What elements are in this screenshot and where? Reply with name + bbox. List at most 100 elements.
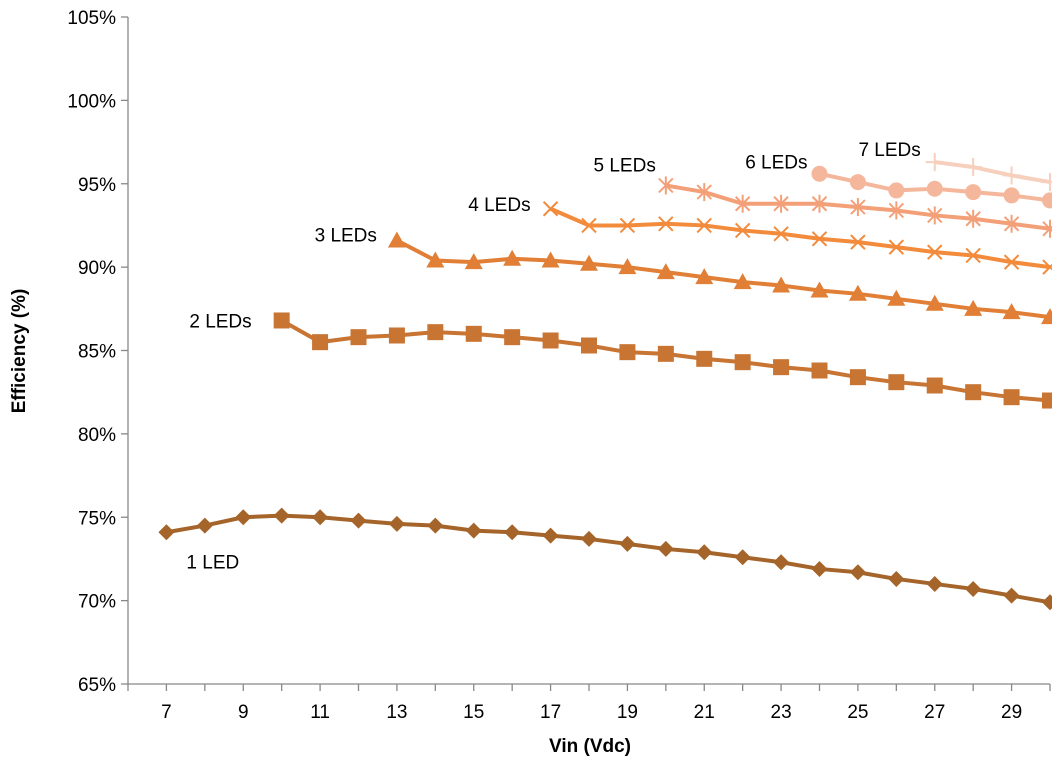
data-point <box>773 194 789 213</box>
data-point <box>1042 259 1052 275</box>
data-point <box>350 512 367 529</box>
data-point-stroke <box>927 244 943 260</box>
x-tick-label: 13 <box>386 702 407 723</box>
data-point <box>657 345 674 362</box>
data-point-stroke <box>542 201 559 217</box>
data-point <box>734 354 751 371</box>
data-point <box>465 325 482 342</box>
data-point <box>542 527 559 544</box>
data-point-stroke <box>619 217 636 234</box>
series-line <box>549 206 1051 270</box>
data-point <box>811 194 828 213</box>
series-line <box>395 238 1051 320</box>
data-point <box>618 258 637 275</box>
data-point <box>965 184 982 201</box>
data-point <box>580 254 598 271</box>
data-point <box>312 334 329 351</box>
data-point <box>925 294 944 311</box>
x-tick-label: 9 <box>238 702 249 723</box>
data-point <box>888 182 905 199</box>
data-point <box>965 209 981 228</box>
x-tick-label: 27 <box>924 702 945 723</box>
data-point <box>504 329 521 346</box>
data-point <box>504 524 521 541</box>
series-2 <box>273 312 1052 409</box>
data-point <box>926 575 943 592</box>
data-point <box>888 570 905 587</box>
series-7 <box>925 153 1052 192</box>
data-point <box>773 226 789 242</box>
data-point-stroke <box>1003 254 1020 270</box>
data-point <box>696 544 713 561</box>
data-point <box>811 362 828 379</box>
data-point <box>1003 187 1020 204</box>
data-point <box>619 344 636 361</box>
data-point <box>388 327 405 344</box>
data-point-stroke <box>734 222 751 239</box>
data-point <box>387 231 406 248</box>
data-point-stroke <box>696 217 712 234</box>
data-point <box>1003 214 1020 233</box>
data-point <box>811 231 828 247</box>
data-point <box>926 180 943 197</box>
tick-labels: 65% 70% 75% 80% 85% 90% 95% 100% 105% 7 9 11 13 15 17 1… <box>67 8 1022 723</box>
data-point <box>733 273 752 290</box>
data-point <box>927 206 943 225</box>
data-point <box>1042 219 1052 238</box>
data-point <box>350 329 367 346</box>
data-point <box>888 374 905 391</box>
data-point <box>695 268 714 285</box>
x-axis-title: Vin (Vdc) <box>549 736 631 757</box>
data-point <box>388 515 405 532</box>
data-point <box>196 517 213 534</box>
data-point <box>850 198 866 217</box>
data-point <box>850 234 866 250</box>
series-3 <box>387 231 1052 325</box>
series-4 <box>542 201 1052 275</box>
data-point <box>965 580 982 597</box>
series-label: 7 LEDs <box>858 140 920 161</box>
data-point <box>658 216 674 232</box>
data-point <box>964 158 983 177</box>
data-point <box>427 324 444 341</box>
series-5 <box>658 176 1052 238</box>
data-point <box>158 524 175 541</box>
data-point <box>1041 308 1052 325</box>
data-point <box>696 183 712 202</box>
data-point <box>619 535 636 552</box>
series-6 <box>811 165 1052 209</box>
data-point <box>734 222 751 239</box>
data-point-stroke <box>850 234 866 250</box>
axes <box>121 16 1051 691</box>
data-point <box>1003 587 1020 604</box>
data-point <box>427 517 444 534</box>
y-tick-label: 90% <box>78 258 116 279</box>
data-point <box>811 560 828 577</box>
data-point <box>811 165 828 182</box>
series-1 <box>158 507 1052 611</box>
y-tick-label: 70% <box>78 592 116 613</box>
data-point <box>1042 392 1052 409</box>
data-point <box>734 549 751 566</box>
data-point <box>1042 594 1052 611</box>
x-tick-label: 7 <box>161 702 172 723</box>
data-point <box>619 217 636 234</box>
data-point-stroke <box>811 231 828 247</box>
data-point <box>927 244 943 260</box>
data-point <box>542 201 559 217</box>
data-point-stroke <box>888 239 905 255</box>
data-point <box>541 251 560 268</box>
x-tick-label: 29 <box>1001 702 1022 723</box>
series-label: 2 LEDs <box>189 311 251 332</box>
data-point <box>581 337 597 354</box>
data-point <box>1002 303 1021 320</box>
data-point <box>849 369 866 386</box>
y-axis-title: Efficiency (%) <box>9 289 30 414</box>
series-label: 3 LEDs <box>315 225 377 246</box>
data-point <box>465 522 482 539</box>
y-tick-label: 95% <box>78 175 116 196</box>
data-point-stroke <box>773 226 789 242</box>
data-point <box>273 312 290 329</box>
data-point <box>656 263 675 280</box>
